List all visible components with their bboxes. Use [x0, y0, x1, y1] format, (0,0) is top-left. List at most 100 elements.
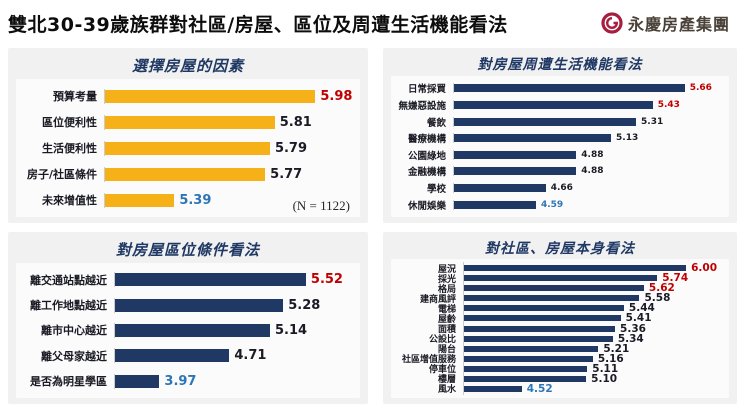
value-label: 5.14	[274, 322, 308, 338]
bar-track: 4.66	[453, 183, 725, 194]
category-label: 生活便利性	[42, 142, 97, 155]
value-label: 5.31	[641, 116, 664, 127]
bar-track: 5.79	[104, 140, 356, 156]
value-label: 5.44	[628, 302, 655, 315]
value-label: 5.43	[657, 99, 680, 110]
brand-logo: 永慶房產集團	[600, 11, 730, 35]
value-label: 5.39	[179, 192, 212, 208]
header: 雙北30-39歲族群對社區/房屋、區位及周遭生活機能看法 永慶房產集團	[0, 0, 740, 46]
category-label: 採光	[437, 274, 456, 285]
category-label: 社區增值服務	[401, 355, 456, 366]
chart-title: 對房屋區位條件看法	[115, 241, 260, 259]
category-label: 樓層	[437, 375, 456, 386]
chart-rows: 屋況 6.00 採光 5.74 格局 5.62 建商風評 5.58 電梯 5.44 屋齡 5.41 面積…	[391, 259, 729, 398]
category-label: 醫療機構	[407, 134, 446, 146]
value-label: 4.88	[581, 166, 604, 177]
bar-track: 4.88	[453, 149, 725, 160]
chart-row: 社區增值服務 5.16	[393, 352, 725, 366]
bar-track: 4.71	[114, 348, 356, 364]
chart-row: 風水 4.52	[393, 382, 725, 396]
value-label: 5.16	[597, 352, 624, 365]
value-label: 5.74	[662, 272, 689, 285]
category-label: 未來增值性	[42, 194, 97, 207]
bar	[454, 184, 546, 193]
bar	[454, 100, 653, 109]
bar-track: 5.52	[114, 272, 356, 288]
chart-title: 選擇房屋的因素	[131, 57, 244, 75]
chart-row: 公園綠地 4.88	[393, 148, 725, 162]
bar-track: 5.10	[463, 372, 725, 385]
category-label: 面積	[437, 325, 456, 336]
bar-track: 5.13	[453, 133, 725, 144]
category-label: 休閒娛樂	[407, 200, 446, 212]
brand-name: 永慶房產集團	[627, 15, 730, 34]
value-label: 4.88	[581, 149, 604, 160]
chart-row: 面積 5.36	[393, 322, 725, 336]
bar-track: 5.31	[453, 116, 725, 127]
category-label: 日常採買	[407, 84, 446, 96]
chart-row: 屋況 6.00	[393, 262, 725, 275]
bar	[464, 305, 624, 312]
value-label: 5.52	[310, 272, 343, 288]
category-label: 離交通站點越近	[30, 273, 107, 287]
bar	[454, 200, 536, 209]
chart-row: 停車位 5.11	[393, 362, 725, 375]
bar-track: 5.74	[463, 272, 725, 285]
bar	[115, 374, 160, 388]
chart-row: 學校 4.66	[393, 181, 725, 195]
bar	[464, 315, 621, 322]
chart-row: 醫療機構 5.13	[393, 131, 725, 145]
bar	[115, 273, 306, 287]
chart-row: 離交通站點越近 5.52	[18, 272, 356, 288]
page-title: 雙北30-39歲族群對社區/房屋、區位及周遭生活機能看法	[8, 13, 508, 36]
category-label: 房子/社區條件	[26, 168, 97, 181]
chart-row: 餐飲 5.31	[393, 115, 725, 129]
bar-track: 5.41	[463, 312, 725, 325]
bar	[105, 141, 270, 155]
value-label: 5.77	[270, 166, 303, 182]
value-label: 5.21	[603, 342, 630, 355]
value-label: 5.58	[644, 292, 671, 305]
chart-row: 無嫌惡設施 5.43	[393, 98, 725, 112]
value-label: 4.52	[526, 382, 553, 395]
bar-track: 5.81	[104, 114, 356, 130]
bar-track: 5.21	[463, 342, 725, 355]
bar-track: 5.77	[104, 166, 356, 182]
chart-row: 預算考量 5.98	[18, 88, 356, 104]
chart-rows: 離交通站點越近 5.52 離工作地點越近 5.28 離市中心越近 5.14 離父母家越近 4.…	[16, 263, 360, 398]
chart-title: 對社區、房屋本身看法	[485, 241, 635, 257]
value-label: 5.13	[616, 133, 639, 144]
bar	[454, 167, 577, 176]
chart-row: 建商風評 5.58	[393, 292, 725, 305]
value-label: 5.28	[288, 297, 321, 313]
bar-track: 6.00	[463, 262, 725, 275]
chart-row: 樓層 5.10	[393, 372, 725, 386]
bar	[464, 375, 587, 382]
category-label: 金融機構	[407, 167, 446, 179]
chart-row: 公設比 5.34	[393, 332, 725, 345]
chart-row: 離工作地點越近 5.28	[18, 297, 356, 313]
value-label: 5.36	[620, 322, 646, 335]
chart-rows: 預算考量 5.98 區位便利性 5.81 生活便利性 5.79 房子/社區條件 5.77 未來增…	[16, 79, 360, 217]
category-label: 風水	[437, 385, 456, 396]
bar	[464, 345, 599, 352]
bar	[464, 325, 616, 332]
bar-track: 5.39	[104, 192, 356, 208]
bar	[105, 167, 266, 181]
value-label: 5.34	[617, 332, 644, 345]
charts-grid: 選擇房屋的因素 預算考量 5.98 區位便利性 5.81 生活便利性 5.79 房子/社區條…	[8, 48, 740, 404]
category-label: 屋齡	[437, 314, 456, 325]
category-label: 預算考量	[53, 90, 97, 103]
chart-row: 未來增值性 5.39	[18, 192, 356, 208]
chart-row: 日常採買 5.66	[393, 81, 725, 95]
bar	[105, 115, 275, 129]
bar-track: 5.34	[463, 332, 725, 345]
category-label: 建商風評	[419, 294, 456, 305]
bar-track: 5.36	[463, 322, 725, 335]
category-label: 電梯	[437, 304, 456, 315]
bar-track: 5.28	[114, 297, 356, 313]
category-label: 離市中心越近	[41, 324, 107, 338]
bar	[464, 295, 640, 302]
value-label: 4.71	[234, 348, 267, 364]
category-label: 是否為明星學區	[30, 375, 107, 389]
